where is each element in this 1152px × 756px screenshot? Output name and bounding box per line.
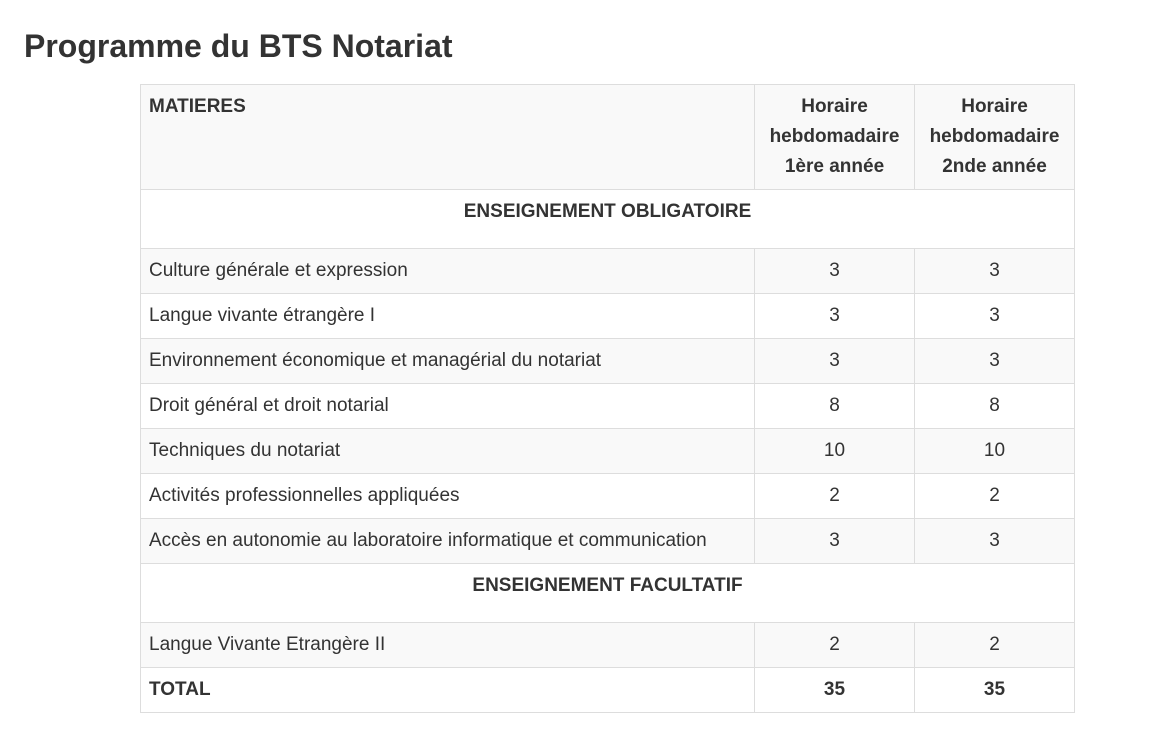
- header-year-1: Horaire hebdomadaire 1ère année: [754, 84, 915, 190]
- table-row: Langue vivante étrangère I 3 3: [140, 293, 1075, 339]
- subject-cell: Techniques du notariat: [140, 428, 755, 474]
- year2-hours-cell: 3: [914, 293, 1075, 339]
- year1-hours-cell: 2: [754, 622, 915, 668]
- table-row: Accès en autonomie au laboratoire inform…: [140, 518, 1075, 564]
- year2-hours-cell: 3: [914, 248, 1075, 294]
- section-title: ENSEIGNEMENT OBLIGATOIRE: [140, 189, 1075, 249]
- section-row-optional: ENSEIGNEMENT FACULTATIF: [140, 563, 1075, 623]
- header-subjects: MATIERES: [140, 84, 755, 190]
- year1-hours-cell: 8: [754, 383, 915, 429]
- page-title: Programme du BTS Notariat: [24, 28, 453, 64]
- subject-cell: Droit général et droit notarial: [140, 383, 755, 429]
- table-header-row: MATIERES Horaire hebdomadaire 1ère année…: [140, 84, 1075, 190]
- year1-hours-cell: 3: [754, 518, 915, 564]
- total-row: TOTAL 35 35: [140, 667, 1075, 713]
- subject-cell: Activités professionnelles appliquées: [140, 473, 755, 519]
- subject-cell: Langue vivante étrangère I: [140, 293, 755, 339]
- year2-hours-cell: 3: [914, 518, 1075, 564]
- total-year1: 35: [754, 667, 915, 713]
- section-row-mandatory: ENSEIGNEMENT OBLIGATOIRE: [140, 189, 1075, 249]
- subject-cell: Langue Vivante Etrangère II: [140, 622, 755, 668]
- year1-hours-cell: 3: [754, 293, 915, 339]
- year2-hours-cell: 2: [914, 622, 1075, 668]
- total-label: TOTAL: [140, 667, 755, 713]
- section-title: ENSEIGNEMENT FACULTATIF: [140, 563, 1075, 623]
- total-year2: 35: [914, 667, 1075, 713]
- year1-hours-cell: 10: [754, 428, 915, 474]
- year2-hours-cell: 10: [914, 428, 1075, 474]
- year1-hours-cell: 2: [754, 473, 915, 519]
- year2-hours-cell: 3: [914, 338, 1075, 384]
- table-row: Culture générale et expression 3 3: [140, 248, 1075, 294]
- subject-cell: Culture générale et expression: [140, 248, 755, 294]
- program-table: MATIERES Horaire hebdomadaire 1ère année…: [140, 84, 1075, 713]
- table-row: Activités professionnelles appliquées 2 …: [140, 473, 1075, 519]
- year1-hours-cell: 3: [754, 338, 915, 384]
- table-row: Environnement économique et managérial d…: [140, 338, 1075, 384]
- subject-cell: Accès en autonomie au laboratoire inform…: [140, 518, 755, 564]
- table-row: Droit général et droit notarial 8 8: [140, 383, 1075, 429]
- year2-hours-cell: 2: [914, 473, 1075, 519]
- table-row: Langue Vivante Etrangère II 2 2: [140, 622, 1075, 668]
- subject-cell: Environnement économique et managérial d…: [140, 338, 755, 384]
- header-year-2: Horaire hebdomadaire 2nde année: [914, 84, 1075, 190]
- year1-hours-cell: 3: [754, 248, 915, 294]
- table-row: Techniques du notariat 10 10: [140, 428, 1075, 474]
- year2-hours-cell: 8: [914, 383, 1075, 429]
